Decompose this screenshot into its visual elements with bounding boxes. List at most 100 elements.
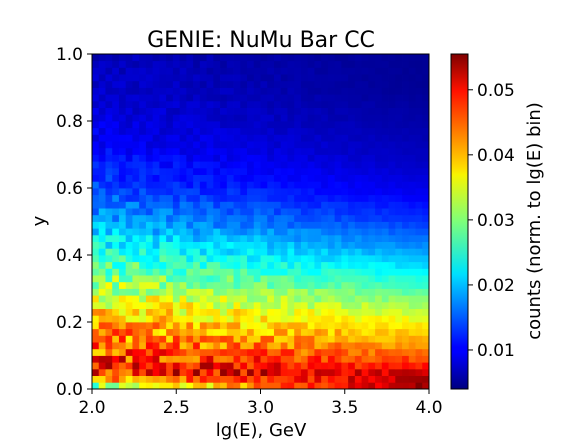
heatmap-cell <box>112 355 120 363</box>
heatmap-cell <box>186 255 194 263</box>
heatmap-cell <box>206 67 214 75</box>
heatmap-cell <box>260 188 268 196</box>
heatmap-cell <box>132 121 140 129</box>
heatmap-cell <box>354 328 362 336</box>
heatmap-cell <box>307 94 315 102</box>
heatmap-cell <box>193 295 201 303</box>
heatmap-cell <box>105 181 113 189</box>
heatmap-cell <box>422 174 430 182</box>
heatmap-cell <box>112 261 120 269</box>
heatmap-cell <box>125 295 133 303</box>
heatmap-cell <box>233 80 241 88</box>
heatmap-cell <box>294 174 302 182</box>
heatmap-cell <box>402 315 410 323</box>
heatmap-cell <box>152 315 160 323</box>
heatmap-cell <box>354 94 362 102</box>
heatmap-cell <box>381 74 389 82</box>
heatmap-cell <box>220 87 228 95</box>
heatmap-cell <box>125 188 133 196</box>
heatmap-cell <box>348 127 356 135</box>
heatmap-cell <box>247 322 255 330</box>
heatmap-cell <box>314 288 322 296</box>
heatmap-cell <box>395 94 403 102</box>
heatmap-cell <box>233 295 241 303</box>
heatmap-cell <box>402 100 410 108</box>
heatmap-cell <box>388 362 396 370</box>
heatmap-cell <box>193 255 201 263</box>
heatmap-cell <box>381 54 389 62</box>
heatmap-cell <box>260 322 268 330</box>
heatmap-cell <box>321 167 329 175</box>
heatmap-cell <box>422 181 430 189</box>
heatmap-cell <box>132 221 140 229</box>
heatmap-cell <box>253 255 261 263</box>
heatmap-cell <box>334 74 342 82</box>
heatmap-cell <box>381 214 389 222</box>
heatmap-cell <box>172 121 181 129</box>
heatmap-cell <box>280 255 288 263</box>
heatmap-cell <box>112 248 120 256</box>
heatmap-cell <box>402 255 410 263</box>
heatmap-cell <box>368 342 376 350</box>
heatmap-cell <box>415 100 423 108</box>
heatmap-cell <box>186 80 194 88</box>
heatmap-cell <box>294 67 302 75</box>
heatmap-cell <box>280 368 288 376</box>
heatmap-cell <box>273 248 282 256</box>
heatmap-cell <box>415 74 423 82</box>
heatmap-cell <box>321 181 329 189</box>
heatmap-cell <box>381 368 389 376</box>
heatmap-cell <box>300 228 309 236</box>
heatmap-cell <box>381 362 389 370</box>
heatmap-cell <box>334 328 342 336</box>
heatmap-cell <box>152 295 160 303</box>
heatmap-cell <box>199 107 207 115</box>
heatmap-cell <box>280 201 288 209</box>
heatmap-cell <box>388 54 396 62</box>
heatmap-cell <box>375 134 383 142</box>
heatmap-cell <box>253 208 261 216</box>
heatmap-cell <box>348 295 356 303</box>
heatmap-cell <box>159 147 167 155</box>
heatmap-cell <box>415 241 423 249</box>
heatmap-cell <box>294 362 302 370</box>
heatmap-cell <box>112 241 120 249</box>
heatmap-cell <box>159 214 167 222</box>
heatmap-cell <box>145 308 154 316</box>
heatmap-cell <box>199 382 207 390</box>
heatmap-cell <box>152 308 160 316</box>
heatmap-cell <box>159 355 167 363</box>
heatmap-cell <box>112 60 120 68</box>
colorbar-label: counts (norm. to lg(E) bin) <box>524 102 545 340</box>
heatmap-cell <box>280 348 288 356</box>
heatmap-cell <box>186 295 194 303</box>
heatmap-cell <box>159 335 167 343</box>
heatmap-cell <box>267 201 275 209</box>
heatmap-cell <box>98 188 106 196</box>
heatmap-cell <box>253 74 261 82</box>
heatmap-cell <box>280 74 288 82</box>
heatmap-cell <box>287 301 295 309</box>
heatmap-cell <box>179 288 187 296</box>
heatmap-cell <box>300 288 309 296</box>
heatmap-cell <box>240 261 248 269</box>
heatmap-cell <box>415 315 423 323</box>
heatmap-cell <box>159 382 167 390</box>
heatmap-cell <box>273 268 282 276</box>
heatmap-cell <box>92 94 100 102</box>
heatmap-cell <box>193 134 201 142</box>
heatmap-cell <box>321 127 329 135</box>
heatmap-cell <box>179 134 187 142</box>
heatmap-cell <box>408 100 416 108</box>
heatmap-cell <box>422 194 430 202</box>
heatmap-cell <box>361 261 369 269</box>
heatmap-cell <box>395 194 403 202</box>
heatmap-cell <box>213 268 221 276</box>
heatmap-cell <box>375 167 383 175</box>
heatmap-cell <box>402 208 410 216</box>
heatmap-cell <box>307 322 315 330</box>
heatmap-cell <box>125 181 133 189</box>
heatmap-cell <box>300 181 309 189</box>
heatmap-cell <box>166 322 174 330</box>
heatmap-cell <box>314 234 322 242</box>
